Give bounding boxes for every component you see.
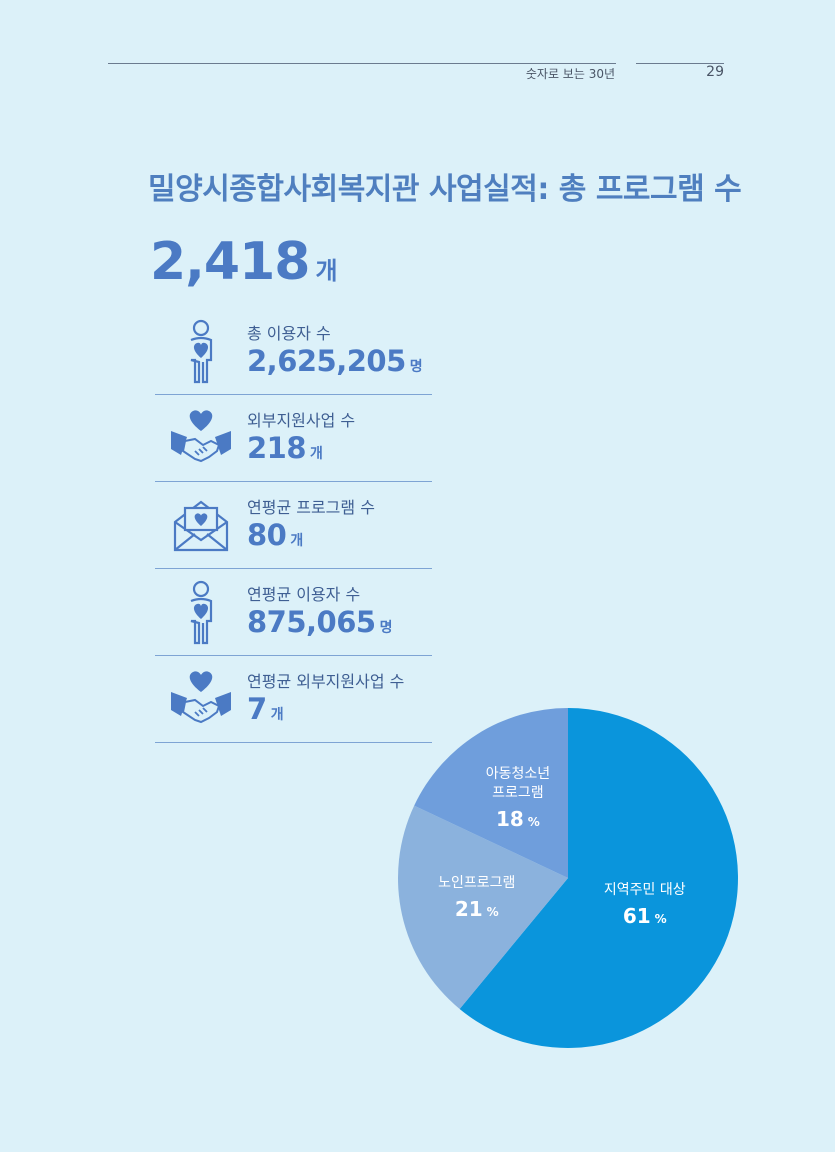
stat-value: 2,625,205 (247, 344, 406, 378)
stat-unit: 개 (310, 446, 323, 462)
person-heart-icon (165, 575, 237, 651)
stat-label: 외부지원사업 수 (247, 411, 356, 430)
stat-label: 연평균 프로그램 수 (247, 498, 375, 517)
stat-unit: 개 (270, 707, 284, 723)
page-title: 밀양시종합사회복지관 사업실적: 총 프로그램 수 (148, 172, 742, 207)
pie-slice-value: 61% (622, 904, 667, 929)
handshake-heart-icon (165, 401, 237, 477)
handshake-heart-icon (165, 662, 237, 738)
stat-value: 80 (247, 518, 287, 552)
pie-slice-value: 21% (454, 896, 499, 921)
header-rule-right (636, 63, 724, 64)
pie-slice-value: 18% (495, 807, 540, 832)
stats-list: 총 이용자 수 2,625,205 명 외부지원사업 수 218 개 (155, 308, 432, 743)
stat-value: 218 (247, 431, 307, 465)
pie-slice-label: 지역주민 대상 (603, 882, 686, 899)
stat-row-avg-users: 연평균 이용자 수 875,065 명 (155, 569, 432, 656)
total-programs: 2,418 개 (150, 232, 338, 292)
stat-unit: 명 (379, 620, 393, 636)
stat-value-wrap: 80 개 (247, 518, 303, 552)
stat-value-wrap: 218 개 (247, 431, 323, 465)
stat-row-avg-programs: 연평균 프로그램 수 80 개 (155, 482, 432, 569)
stat-unit: 명 (409, 359, 423, 375)
envelope-heart-icon (165, 488, 237, 564)
pie-label-youth: 아동청소년 프로그램 18% (486, 765, 550, 831)
page-number: 29 (706, 64, 724, 80)
stat-label: 연평균 이용자 수 (247, 585, 361, 604)
total-unit: 개 (315, 257, 338, 285)
header-label: 숫자로 보는 30년 (525, 67, 615, 81)
pie-label-elderly: 노인프로그램 21% (438, 874, 515, 921)
pie-slice-label: 노인프로그램 (438, 874, 516, 891)
header-rule-left (108, 63, 616, 64)
stat-value-wrap: 875,065 명 (247, 605, 392, 639)
stat-value: 875,065 (247, 605, 376, 639)
stat-row-total-users: 총 이용자 수 2,625,205 명 (155, 308, 432, 395)
pie-label-community: 지역주민 대상 61% (604, 881, 686, 928)
stat-unit: 개 (290, 533, 304, 549)
stat-row-external-projects: 외부지원사업 수 218 개 (155, 395, 432, 482)
pie-slice-label: 아동청소년 프로그램 (485, 766, 551, 802)
total-value: 2,418 (150, 232, 310, 292)
stat-value-wrap: 2,625,205 명 (247, 344, 423, 378)
person-heart-icon (165, 314, 237, 390)
stat-label: 총 이용자 수 (247, 324, 331, 343)
stat-label: 연평균 외부지원사업 수 (247, 672, 405, 691)
stat-value: 7 (247, 692, 267, 726)
